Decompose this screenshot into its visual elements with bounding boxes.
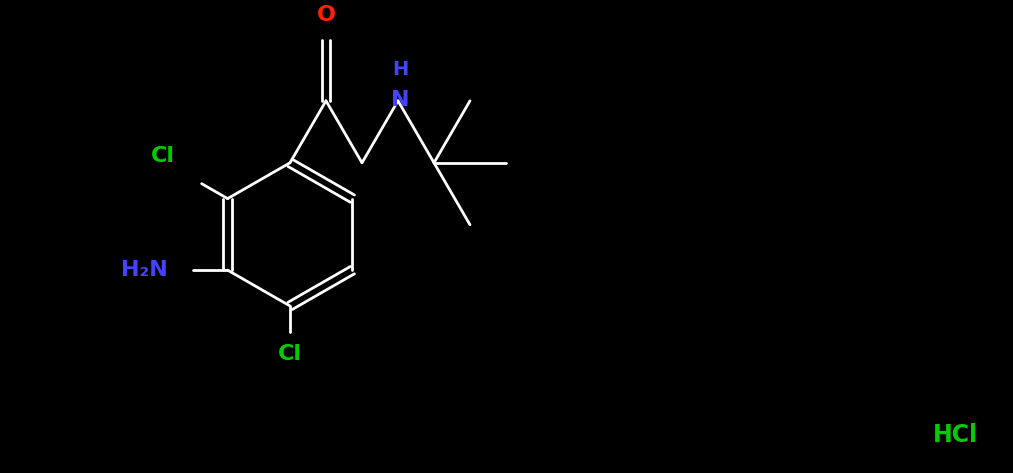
- Text: HCl: HCl: [932, 423, 978, 447]
- Text: Cl: Cl: [278, 344, 302, 364]
- Text: O: O: [316, 5, 335, 25]
- Text: N: N: [391, 90, 409, 110]
- Text: H: H: [392, 60, 408, 79]
- Text: Cl: Cl: [151, 146, 174, 166]
- Text: H₂N: H₂N: [121, 260, 167, 280]
